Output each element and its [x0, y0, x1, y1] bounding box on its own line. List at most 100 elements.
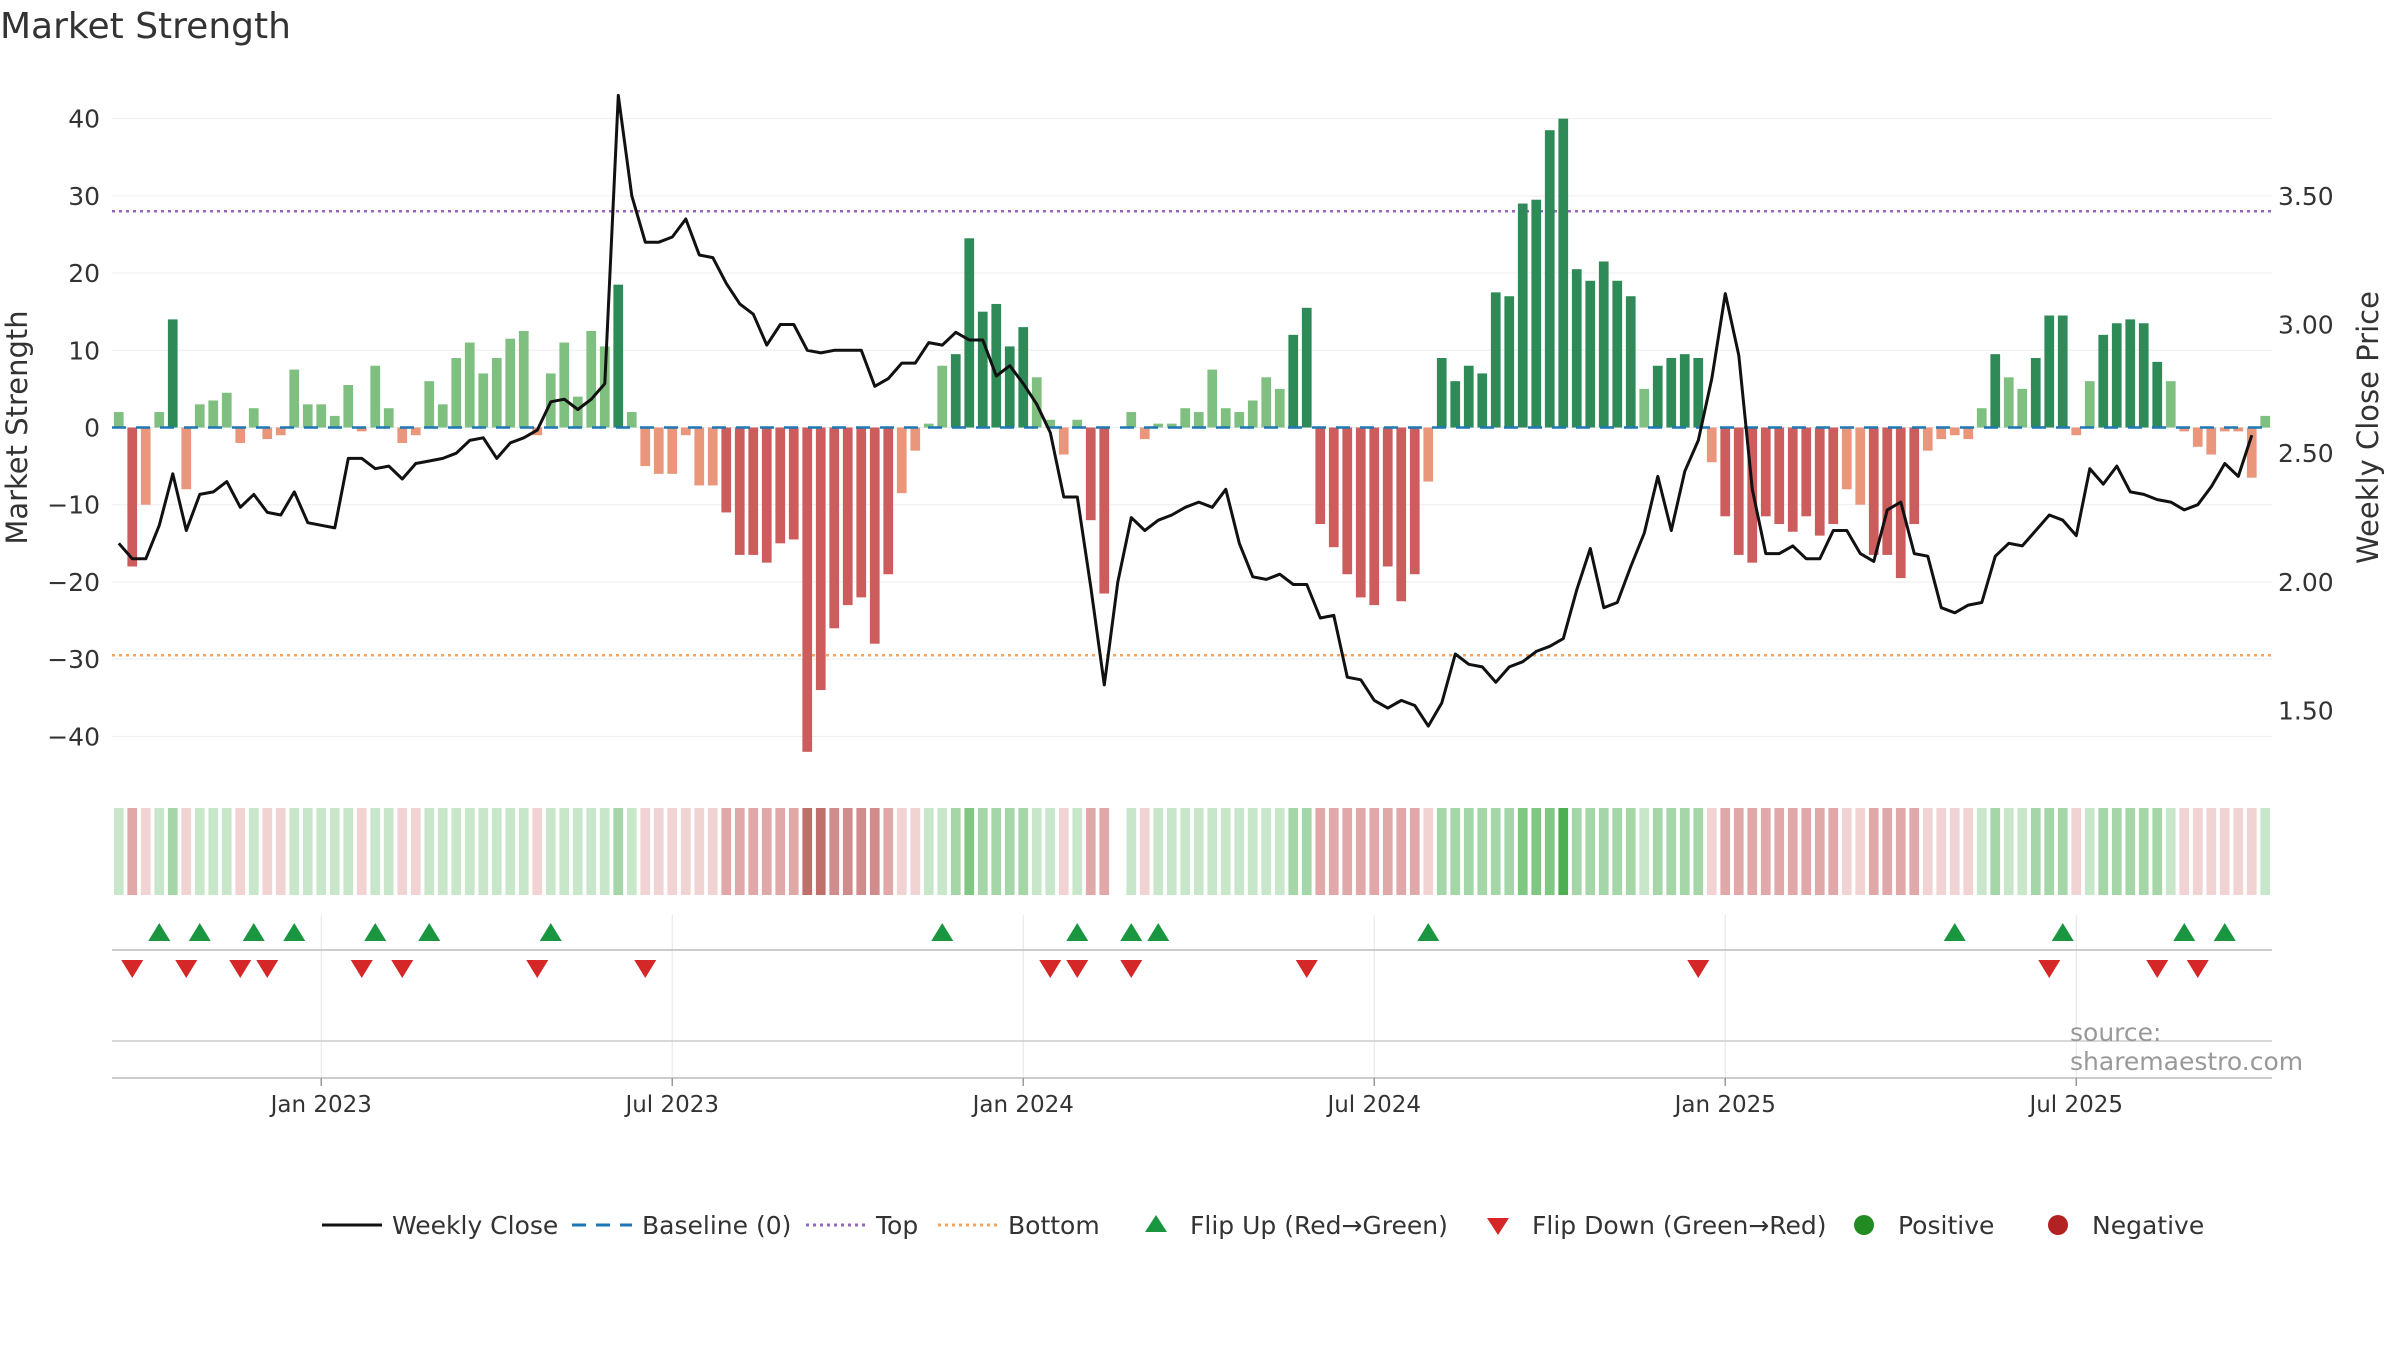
strength-bar [1679, 354, 1690, 428]
heat-strip-cell [1234, 808, 1245, 895]
heat-strip-cell [802, 808, 813, 895]
strength-bar [1220, 408, 1231, 428]
heat-strip-cell [1355, 808, 1366, 895]
strength-bar [1018, 327, 1029, 428]
strength-bar [775, 427, 786, 544]
heat-strip-cell [896, 808, 907, 895]
heat-strip-cell [1517, 808, 1528, 895]
strength-bar [586, 330, 597, 428]
heat-strip-cell [221, 808, 232, 895]
heat-strip-cell [1342, 808, 1353, 895]
heat-strip-cell [2179, 808, 2190, 895]
heat-strip-cell [842, 808, 853, 895]
legend-flip-up-icon [1145, 1215, 1167, 1232]
y-tick-label: −30 [47, 645, 100, 674]
heat-strip-cell [2071, 808, 2082, 895]
flip-down-marker [121, 960, 144, 978]
strength-bar [964, 238, 975, 428]
strength-bar [1288, 334, 1299, 428]
strength-bar [302, 404, 313, 428]
heat-strip-cell [248, 808, 259, 895]
strength-bar [991, 303, 1002, 428]
strength-bar [1261, 377, 1272, 428]
flip-up-marker [2213, 923, 2236, 941]
heat-strip-cell [707, 808, 718, 895]
chart-title: Market Strength [0, 6, 291, 47]
heat-strip-cell [194, 808, 205, 895]
x-tick-label: Jan 2023 [269, 1092, 372, 1118]
y-axis-title: Market Strength [0, 310, 34, 544]
y2-tick-label: 2.50 [2278, 439, 2334, 468]
strength-bar [140, 427, 151, 505]
flip-down-marker [1039, 960, 1062, 978]
heat-strip-cell [1855, 808, 1866, 895]
heat-strip-cell [788, 808, 799, 895]
strength-bar [2233, 427, 2244, 432]
heat-strip-cell [1004, 808, 1015, 895]
strength-bar [235, 427, 246, 443]
strength-bar [1207, 369, 1218, 428]
heat-strip-cell [1625, 808, 1636, 895]
strength-bar [2125, 319, 2136, 428]
heat-strip-cell [343, 808, 354, 895]
heat-strip-cell [1153, 808, 1164, 895]
heat-strip-cell [869, 808, 880, 895]
heat-strip-cell [1072, 808, 1083, 895]
legend-label: Baseline (0) [642, 1211, 791, 1240]
strength-bar [829, 427, 840, 629]
strength-bar [721, 427, 732, 513]
heat-strip-cell [1760, 808, 1771, 895]
y-tick-label: 20 [68, 259, 100, 288]
heat-strip-cell [1369, 808, 1380, 895]
strength-bar [1382, 427, 1393, 567]
heat-strip-cell [1423, 808, 1434, 895]
strength-bar [464, 342, 475, 428]
strength-bar [1396, 427, 1407, 602]
strength-bar [802, 427, 813, 752]
strength-bar [2044, 315, 2055, 428]
heat-strip-cell [613, 808, 624, 895]
heat-strip-cell [1301, 808, 1312, 895]
heat-strip-cell [2260, 808, 2271, 895]
strength-bar [896, 427, 907, 494]
strength-bar [1936, 427, 1947, 440]
heat-strip-cell [734, 808, 745, 895]
strength-bar [1720, 427, 1731, 517]
strength-bar [2138, 323, 2149, 428]
strength-bar [599, 346, 610, 428]
flip-up-marker [1120, 923, 1143, 941]
heat-strip-cell [424, 808, 435, 895]
heat-strip-cell [2206, 808, 2217, 895]
strength-bar [1760, 427, 1771, 517]
heat-strip-cell [1733, 808, 1744, 895]
strength-bar [1166, 423, 1177, 428]
heat-strip-cell [1612, 808, 1623, 895]
strength-bar [1058, 427, 1069, 455]
strength-bar [410, 427, 421, 436]
legend-dot-icon [1854, 1215, 1874, 1235]
strength-bar [289, 369, 300, 428]
heat-strip-cell [1598, 808, 1609, 895]
y-tick-label: −20 [47, 568, 100, 597]
strength-bar [572, 396, 583, 428]
flip-up-marker [188, 923, 211, 941]
heat-strip-cell [721, 808, 732, 895]
heat-strip-cell [1963, 808, 1974, 895]
heat-strip-cell [2030, 808, 2041, 895]
strength-bar [275, 427, 286, 436]
strength-bar [127, 427, 138, 567]
heat-strip-cell [2246, 808, 2257, 895]
flip-down-marker [2038, 960, 2061, 978]
strength-bar [221, 392, 232, 428]
strength-bar [383, 408, 394, 428]
y-tick-label: −10 [47, 491, 100, 520]
strength-bar [856, 427, 867, 598]
heat-strip-cell [289, 808, 300, 895]
flip-down-marker [1295, 960, 1318, 978]
y2-tick-label: 1.50 [2278, 697, 2334, 726]
legend-flip-down-icon [1487, 1218, 1509, 1235]
strength-bar [437, 404, 448, 428]
strength-bar [113, 412, 124, 428]
